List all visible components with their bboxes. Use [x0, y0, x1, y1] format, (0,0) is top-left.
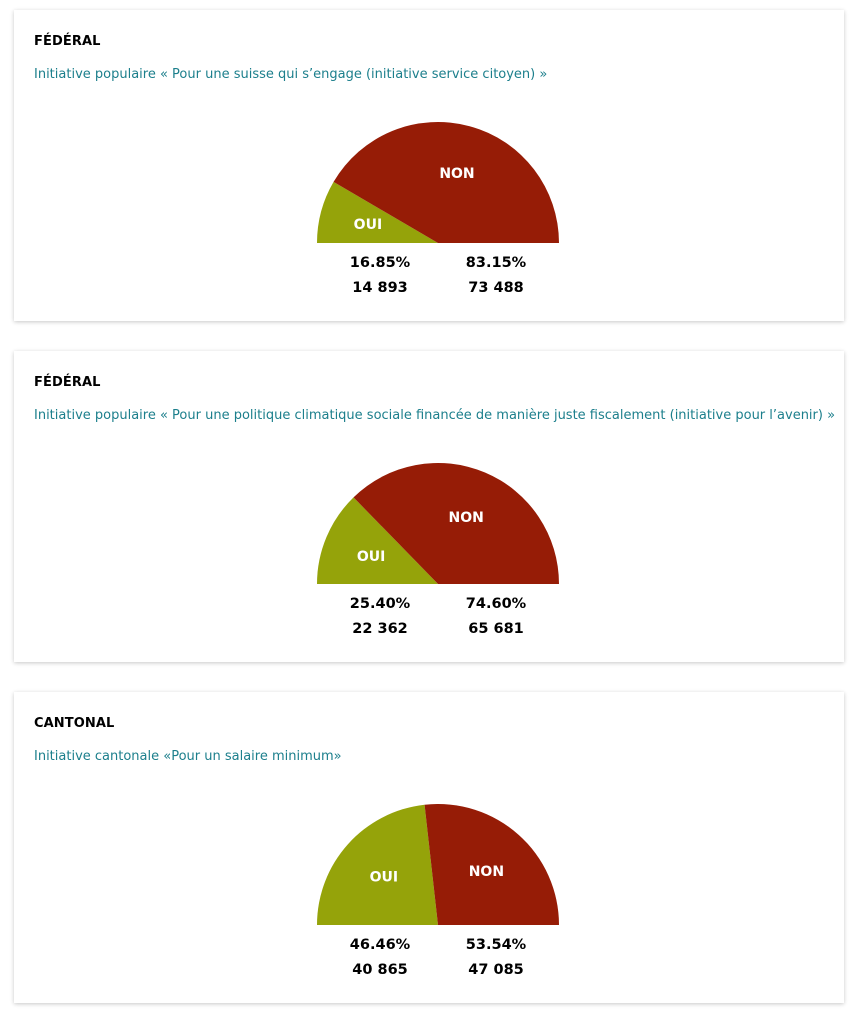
oui-count: 40 865	[352, 962, 408, 978]
oui-slice	[317, 181, 438, 243]
result-chart: OUI NON	[317, 121, 559, 243]
vote-card: FÉDÉRAL Initiative populaire « Pour une …	[14, 351, 844, 662]
result-chart: OUI NON	[317, 804, 559, 925]
vote-title[interactable]: Initiative populaire « Pour une politiqu…	[34, 408, 836, 423]
non-percent: 53.54%	[465, 937, 527, 953]
oui-percent: 25.40%	[349, 596, 411, 612]
non-slice-label: NON	[449, 510, 484, 526]
vote-card: CANTONAL Initiative cantonale «Pour un s…	[14, 692, 844, 1003]
oui-slice-label: OUI	[354, 217, 382, 233]
non-percent: 74.60%	[465, 596, 527, 612]
vote-level: CANTONAL	[34, 716, 115, 731]
oui-count: 22 362	[352, 621, 408, 637]
oui-slice-label: OUI	[357, 549, 385, 565]
non-slice-label: NON	[439, 166, 474, 182]
non-slice-label: NON	[469, 864, 504, 880]
non-percent: 83.15%	[465, 255, 527, 271]
vote-title[interactable]: Initiative populaire « Pour une suisse q…	[34, 67, 548, 82]
non-slice	[333, 121, 559, 243]
non-slice	[424, 804, 559, 925]
oui-count: 14 893	[352, 280, 408, 296]
vote-title[interactable]: Initiative cantonale «Pour un salaire mi…	[34, 749, 342, 764]
non-count: 65 681	[468, 621, 524, 637]
vote-level: FÉDÉRAL	[34, 375, 101, 390]
oui-slice	[317, 497, 438, 584]
non-count: 47 085	[468, 962, 524, 978]
oui-slice-label: OUI	[370, 870, 398, 886]
non-count: 73 488	[468, 280, 524, 296]
non-slice	[353, 462, 559, 584]
result-chart: OUI NON	[317, 462, 559, 584]
oui-percent: 16.85%	[349, 255, 411, 271]
vote-level: FÉDÉRAL	[34, 34, 101, 49]
oui-slice	[317, 804, 438, 925]
vote-card: FÉDÉRAL Initiative populaire « Pour une …	[14, 10, 844, 321]
oui-percent: 46.46%	[349, 937, 411, 953]
